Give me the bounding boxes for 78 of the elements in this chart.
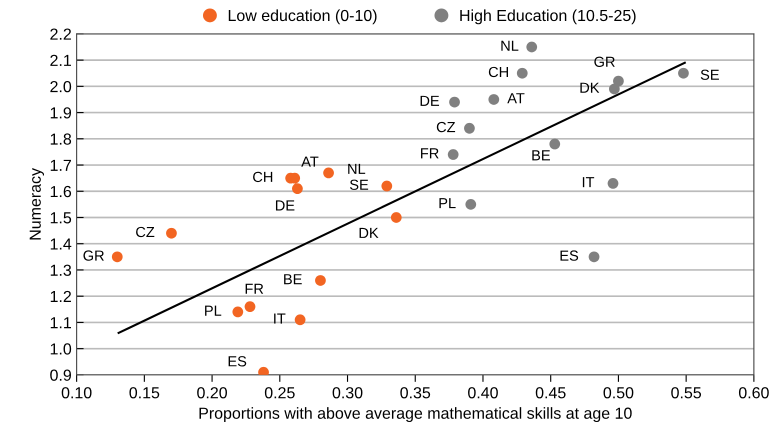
annotation: ES [228,356,246,366]
point [381,180,392,192]
point [232,306,244,318]
x-tick-label: 0.45 [536,387,566,398]
point [613,76,624,86]
x-tick-label: 0.20 [197,387,227,398]
annotation: DK [360,228,378,238]
x-axis-title: Proportions with above average mathematical skills at age 10 [200,407,632,422]
point [488,94,500,105]
point [390,212,402,223]
point [678,68,689,79]
annotation: NL [348,164,366,174]
annotation: DE [276,200,294,210]
point [294,314,306,326]
annotation: SE [350,180,368,190]
y-tick-label: 2.1 [50,54,71,66]
y-axis-title: Numeracy [30,168,44,240]
annotation: FR [421,148,439,158]
x-tick-label: 0.25 [264,387,295,398]
point [292,183,303,194]
annotation: SE [700,70,719,80]
legend-label: High Education (10.5-25) [460,9,636,24]
y-tick-label: 1.2 [50,290,71,302]
y-tick-label: 1.5 [50,212,72,224]
annotation: PL [439,198,456,208]
annotation: AT [507,93,524,104]
point [112,251,123,262]
y-tick-label: 1.9 [50,107,72,119]
y-tick-label: 1.7 [50,160,71,171]
annotation: ES [560,250,578,261]
point [516,68,528,79]
x-tick-label: 0.55 [671,387,702,398]
annotation: GR [83,250,104,261]
y-tick-label: 0.9 [50,370,72,381]
annotation: CZ [436,122,456,132]
legend-label: Low education (0-10) [228,9,377,24]
annotation: IT [274,314,286,324]
annotation: BE [532,150,550,160]
annotation: IT [582,177,594,188]
y-tick-label: 1.0 [50,343,72,355]
x-tick-label: 0.30 [332,387,362,398]
annotation: CH [488,66,508,78]
point [315,275,326,286]
point [588,251,600,262]
point [526,42,538,52]
annotation: PL [205,306,222,316]
point [244,301,256,312]
annotation: CZ [136,226,154,238]
y-tick-label: 2.0 [50,80,72,92]
point [608,84,620,94]
point [608,178,618,189]
annotation: DK [580,82,600,93]
point [323,168,334,178]
annotation: DE [420,96,440,106]
x-tick-label: 0.10 [62,387,92,398]
annotation: FR [246,284,264,294]
point [449,96,460,108]
annotation: GR [594,56,615,67]
point [166,228,177,239]
y-tick-label: 1.8 [50,133,72,145]
point [465,199,476,210]
x-tick-label: 0.60 [738,387,769,398]
y-tick-label: 2.2 [50,28,71,40]
y-tick-label: 1.6 [50,186,72,198]
annotation: AT [301,156,318,167]
y-tick-label: 1.1 [50,317,71,328]
point [464,122,475,134]
x-tick-label: 0.35 [400,387,430,398]
point [549,138,560,150]
y-tick-label: 1.4 [50,238,72,250]
y-tick-label: 1.3 [50,264,72,276]
annotation: NL [501,40,518,51]
annotation: CH [253,172,272,182]
x-tick-label: 0.15 [129,387,160,398]
x-tick-label: 0.50 [604,387,634,398]
annotation: BE [284,274,302,284]
x-tick-label: 0.40 [468,387,498,398]
point [448,149,459,160]
